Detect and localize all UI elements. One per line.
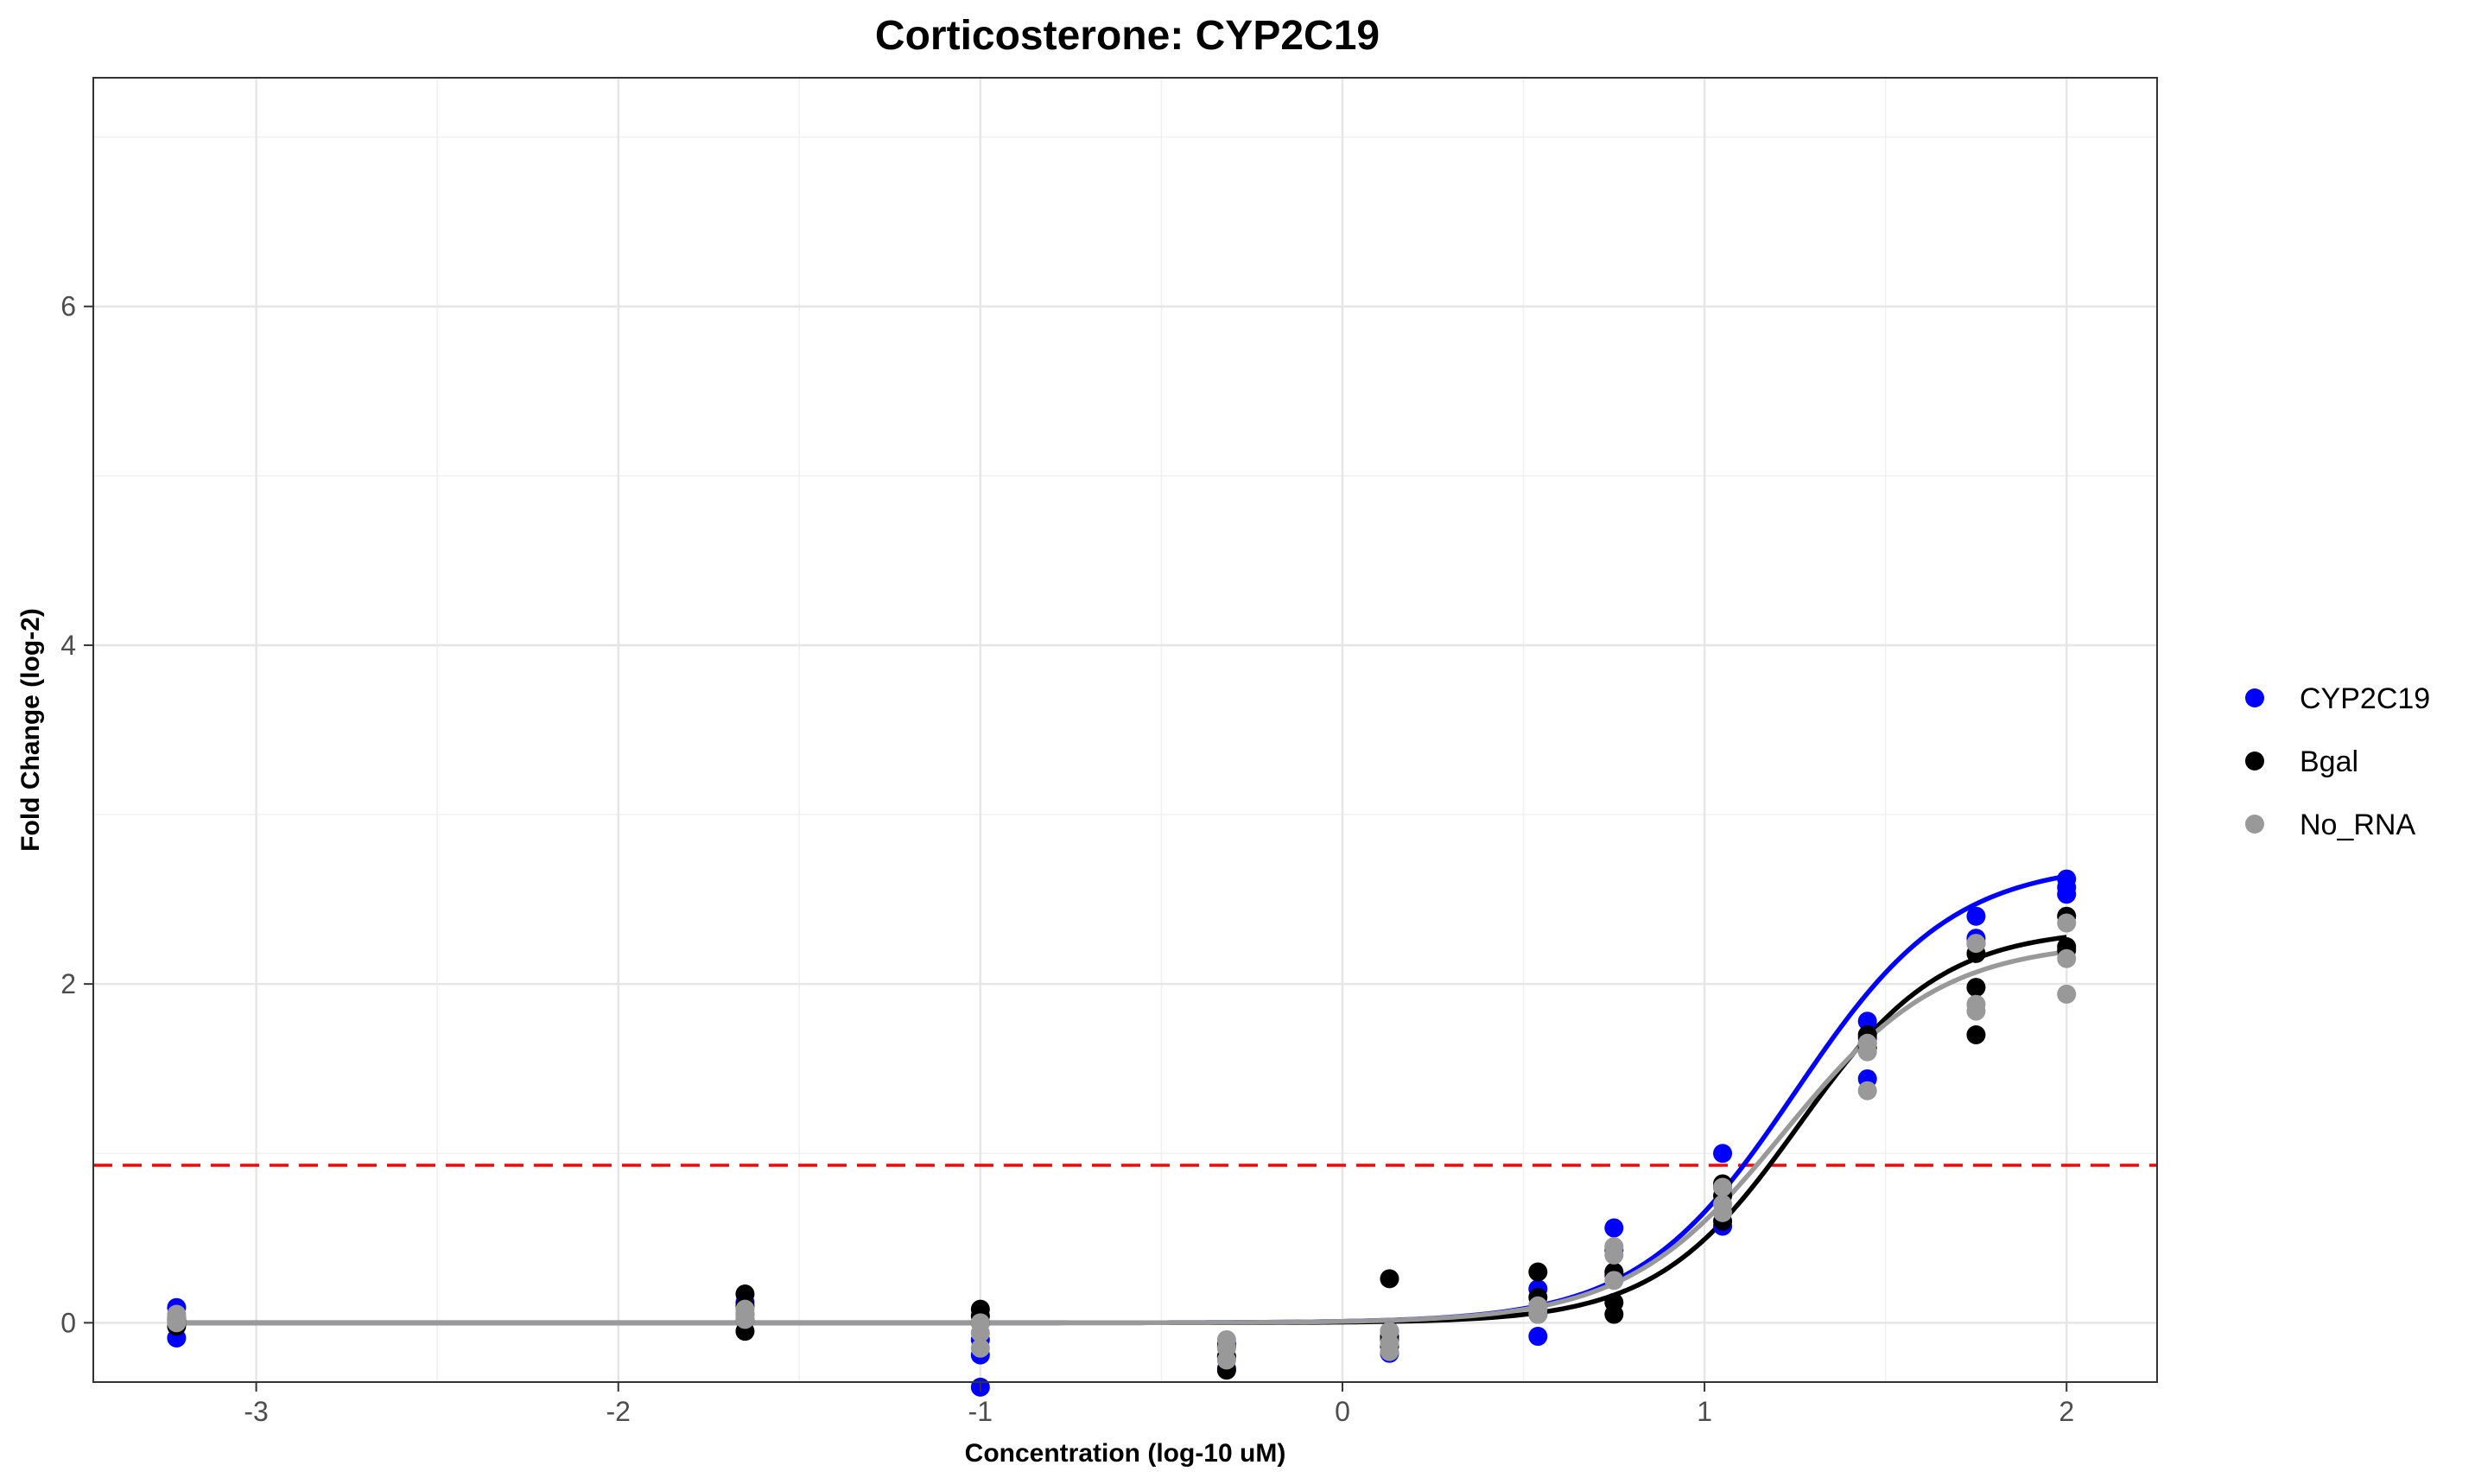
- data-point-no-rna: [1528, 1299, 1548, 1319]
- data-point-cyp2c19: [1857, 1012, 1877, 1031]
- legend-key-cyp2c19: [2245, 688, 2264, 707]
- data-point-no-rna: [1713, 1202, 1733, 1222]
- grid: [93, 78, 2157, 1382]
- data-point-no-rna: [1857, 1081, 1877, 1100]
- data-point-no-rna: [1216, 1350, 1236, 1370]
- data-point-no-rna: [1604, 1271, 1624, 1291]
- x-tick-label: 0: [1335, 1396, 1350, 1427]
- y-axis-title: Fold Change (log-2): [16, 608, 45, 852]
- data-point-no-rna: [1966, 994, 1986, 1014]
- data-point-no-rna: [970, 1313, 990, 1333]
- data-point-cyp2c19: [1966, 906, 1986, 926]
- x-tick-label: -2: [606, 1396, 631, 1427]
- data-point-no-rna: [167, 1313, 187, 1333]
- x-tick-label: 2: [2059, 1396, 2074, 1427]
- legend-key-no-rna: [2245, 815, 2264, 834]
- data-point-no-rna: [2057, 984, 2077, 1004]
- data-point-cyp2c19: [1713, 1144, 1733, 1164]
- legend: CYP2C19 Bgal No_RNA: [2245, 682, 2430, 841]
- chart-title: Corticosterone: CYP2C19: [875, 13, 1380, 59]
- y-tick-label: 0: [60, 1307, 76, 1338]
- x-tick-label: 1: [1697, 1396, 1712, 1427]
- y-tick-label: 2: [60, 968, 76, 999]
- data-point-bgal: [1966, 1024, 1986, 1044]
- legend-label: No_RNA: [2300, 809, 2415, 841]
- data-point-no-rna: [1604, 1245, 1624, 1265]
- data-point-no-rna: [1380, 1322, 1399, 1341]
- axes: -3 -2 -1 0 1 2 0 2 4 6: [60, 291, 2074, 1427]
- y-tick-label: 6: [60, 291, 76, 322]
- data-point-no-rna: [1713, 1177, 1733, 1197]
- fit-curves: [176, 873, 2067, 1326]
- data-point-cyp2c19: [1528, 1327, 1548, 1347]
- data-point-bgal: [1528, 1262, 1548, 1282]
- x-tick-label: -1: [968, 1396, 993, 1427]
- plot-panel-border: [92, 77, 2158, 1383]
- data-point-bgal: [1380, 1269, 1399, 1289]
- legend-label: CYP2C19: [2300, 682, 2430, 715]
- data-point-no-rna: [970, 1338, 990, 1358]
- data-point-no-rna: [735, 1299, 755, 1319]
- data-point-no-rna: [2057, 913, 2077, 933]
- data-point-no-rna: [1966, 934, 1986, 954]
- x-axis-title: Concentration (log-10 uM): [965, 1439, 1286, 1468]
- data-point-no-rna: [2057, 948, 2077, 968]
- data-point-bgal: [1604, 1292, 1624, 1312]
- plot-background: [93, 78, 2157, 1382]
- data-point-cyp2c19: [2057, 878, 2077, 897]
- data-point-no-rna: [1216, 1329, 1236, 1349]
- x-tick-label: -3: [244, 1396, 268, 1427]
- data-points: [167, 869, 2077, 1397]
- data-point-no-rna: [1857, 1042, 1877, 1062]
- legend-key-bgal: [2245, 752, 2264, 771]
- data-point-cyp2c19: [1604, 1218, 1624, 1238]
- fit-curve-no-rna: [176, 949, 2067, 1326]
- y-tick-label: 4: [60, 630, 76, 661]
- legend-label: Bgal: [2300, 745, 2358, 778]
- data-point-bgal: [1966, 978, 1986, 998]
